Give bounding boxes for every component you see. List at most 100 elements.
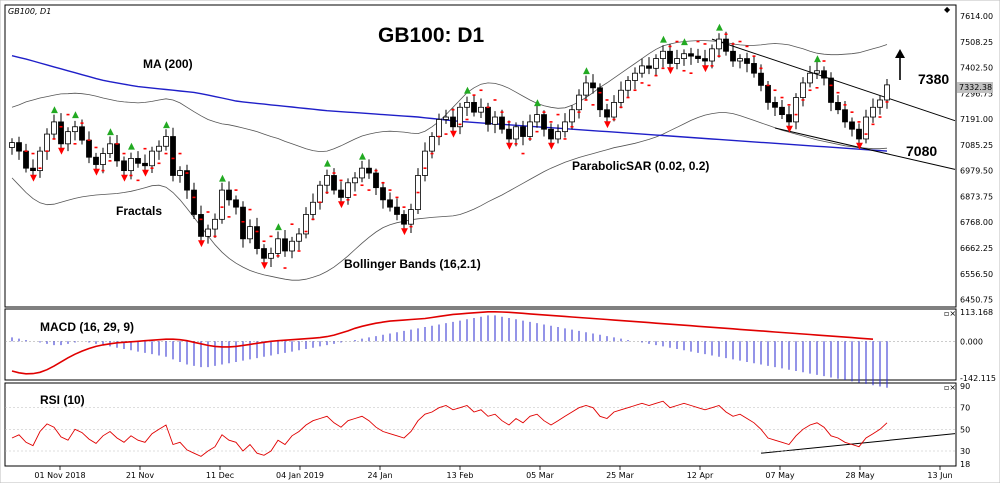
candle-body xyxy=(590,82,596,89)
sar-dot xyxy=(857,121,861,123)
fractal-up-icon: ▲ xyxy=(583,66,590,76)
sar-dot xyxy=(157,162,161,165)
candle-body xyxy=(786,114,792,123)
candle-body xyxy=(597,87,603,111)
candle-body xyxy=(702,58,708,62)
sar-dot xyxy=(66,113,70,116)
macd-panel xyxy=(4,308,957,381)
candle-body xyxy=(793,97,799,123)
candle-body xyxy=(198,214,204,237)
sar-dot xyxy=(717,55,721,57)
candle-body xyxy=(765,84,771,103)
sar-dot xyxy=(374,169,378,172)
candle-body xyxy=(387,199,393,208)
candle-body xyxy=(93,156,99,165)
candle-body xyxy=(58,121,64,145)
rsi-series xyxy=(5,400,956,457)
candle-body xyxy=(513,126,519,140)
sar-dot xyxy=(255,230,259,233)
fractal-down-icon: ▼ xyxy=(856,142,863,152)
sar-dot xyxy=(122,152,126,155)
candle-body xyxy=(394,206,400,215)
y-tick-label: 7296.75 xyxy=(960,89,993,98)
candle-body xyxy=(632,72,638,81)
fractal-up-icon: ▲ xyxy=(814,54,821,64)
candle-body xyxy=(429,136,435,152)
rsi-close-icon[interactable]: ▫× xyxy=(944,383,956,392)
candle-body xyxy=(268,253,274,259)
candle-body xyxy=(814,70,820,74)
sar-dot xyxy=(584,99,588,101)
sar-dot xyxy=(542,111,546,113)
candle-body xyxy=(128,158,134,172)
fractal-down-icon: ▼ xyxy=(667,66,674,76)
symbol-label: GB100, D1 xyxy=(8,7,51,16)
sar-dot xyxy=(395,196,399,199)
candle-body xyxy=(695,55,701,59)
sar-dot xyxy=(724,33,728,36)
sar-dot xyxy=(472,94,476,96)
sar-dot xyxy=(290,223,294,225)
candle-body xyxy=(646,65,652,69)
sar-dot xyxy=(514,143,518,145)
candle-body xyxy=(184,170,190,191)
rsi-tick-label: 90 xyxy=(960,382,970,391)
sar-dot xyxy=(493,99,497,101)
sar-dot xyxy=(752,55,756,57)
candle-body xyxy=(625,80,631,91)
macd-tick-label: 113.168 xyxy=(960,308,993,317)
sar-dot xyxy=(206,211,210,213)
support-trendline xyxy=(774,127,956,170)
candle-body xyxy=(177,170,183,176)
candle-body xyxy=(191,189,197,215)
fractal-down-icon: ▼ xyxy=(93,167,100,177)
rsi-tick-label: 70 xyxy=(960,404,970,413)
candle-body xyxy=(282,238,288,252)
candle-body xyxy=(779,106,785,115)
candle-body xyxy=(863,116,869,140)
y-tick-label: 6450.75 xyxy=(960,296,993,305)
sar-dot xyxy=(668,45,672,48)
candle-body xyxy=(107,143,113,154)
candle-body xyxy=(541,114,547,130)
candle-body xyxy=(156,145,162,152)
candle-body xyxy=(492,116,498,125)
candle-body xyxy=(408,209,414,225)
bollinger-bands xyxy=(11,40,888,281)
sar-dot xyxy=(381,181,385,184)
x-tick-label: 11 Dec xyxy=(206,471,234,480)
y-tick-label: 7614.00 xyxy=(960,12,993,21)
sar-dot xyxy=(52,138,56,140)
x-tick-label: 12 Apr xyxy=(687,471,714,480)
candle-body xyxy=(821,70,827,79)
fractal-down-icon: ▼ xyxy=(338,200,345,210)
main-scroll-icon[interactable]: ◆ xyxy=(944,5,951,14)
sar-dot xyxy=(360,184,364,187)
sar-dot xyxy=(332,172,336,174)
sar-dot xyxy=(864,133,868,135)
candle-body xyxy=(660,50,666,59)
fractal-up-icon: ▲ xyxy=(219,173,226,183)
candle-body xyxy=(296,233,302,242)
fractal-up-icon: ▲ xyxy=(534,98,541,108)
candle-body xyxy=(247,226,253,240)
sar-dot xyxy=(759,67,763,70)
candle-body xyxy=(114,143,120,162)
sar-dot xyxy=(269,235,273,238)
sar-dot xyxy=(409,225,413,228)
candle-body xyxy=(324,175,330,186)
fractal-up-icon: ▲ xyxy=(464,86,471,96)
macd-close-icon[interactable]: ▫× xyxy=(944,309,956,318)
candle-body xyxy=(849,121,855,130)
sar-dot xyxy=(136,179,140,182)
macd-series xyxy=(5,310,956,388)
candle-body xyxy=(79,126,85,141)
candle-body xyxy=(219,189,225,220)
current-price-tag xyxy=(957,82,993,93)
candle-body xyxy=(730,50,736,62)
sar-dot xyxy=(738,40,742,43)
candle-body xyxy=(758,72,764,86)
sar-dot xyxy=(745,45,749,48)
fractal-up-icon: ▲ xyxy=(107,127,114,137)
fractals: ▼ ▲ ▼ ▲ ▼ ▲ ▼ ▲ ▼ ▲ ▼ ▲ ▼ ▲ ▲ ▼ ▲ ▼ ▼ ▲ ▼ ▲ ▼ ▲ ▼ ▲ ▼ ▲ ▼ ▲ ▼ ▲ ▼ xyxy=(30,22,863,271)
